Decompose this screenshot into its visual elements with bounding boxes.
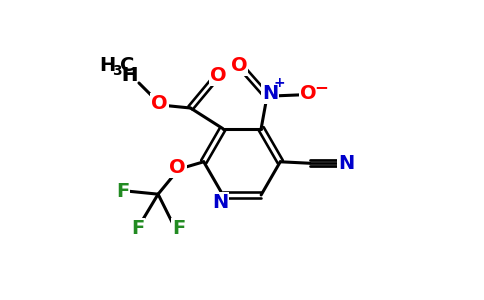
- Text: O: O: [151, 94, 168, 113]
- Text: C: C: [120, 56, 134, 75]
- Text: F: F: [116, 182, 129, 201]
- Text: F: F: [172, 218, 185, 238]
- Text: N: N: [212, 193, 228, 212]
- Text: N: N: [262, 84, 278, 103]
- Text: −: −: [315, 78, 329, 96]
- Text: H: H: [99, 56, 116, 75]
- Text: F: F: [131, 218, 144, 238]
- Text: N: N: [338, 154, 355, 173]
- Text: O: O: [210, 66, 227, 85]
- Text: +: +: [273, 76, 285, 90]
- Text: O: O: [300, 84, 317, 103]
- Text: O: O: [169, 158, 185, 177]
- Text: O: O: [231, 56, 247, 75]
- Text: H: H: [121, 66, 137, 85]
- Text: H: H: [121, 66, 137, 85]
- Text: 3: 3: [112, 64, 122, 78]
